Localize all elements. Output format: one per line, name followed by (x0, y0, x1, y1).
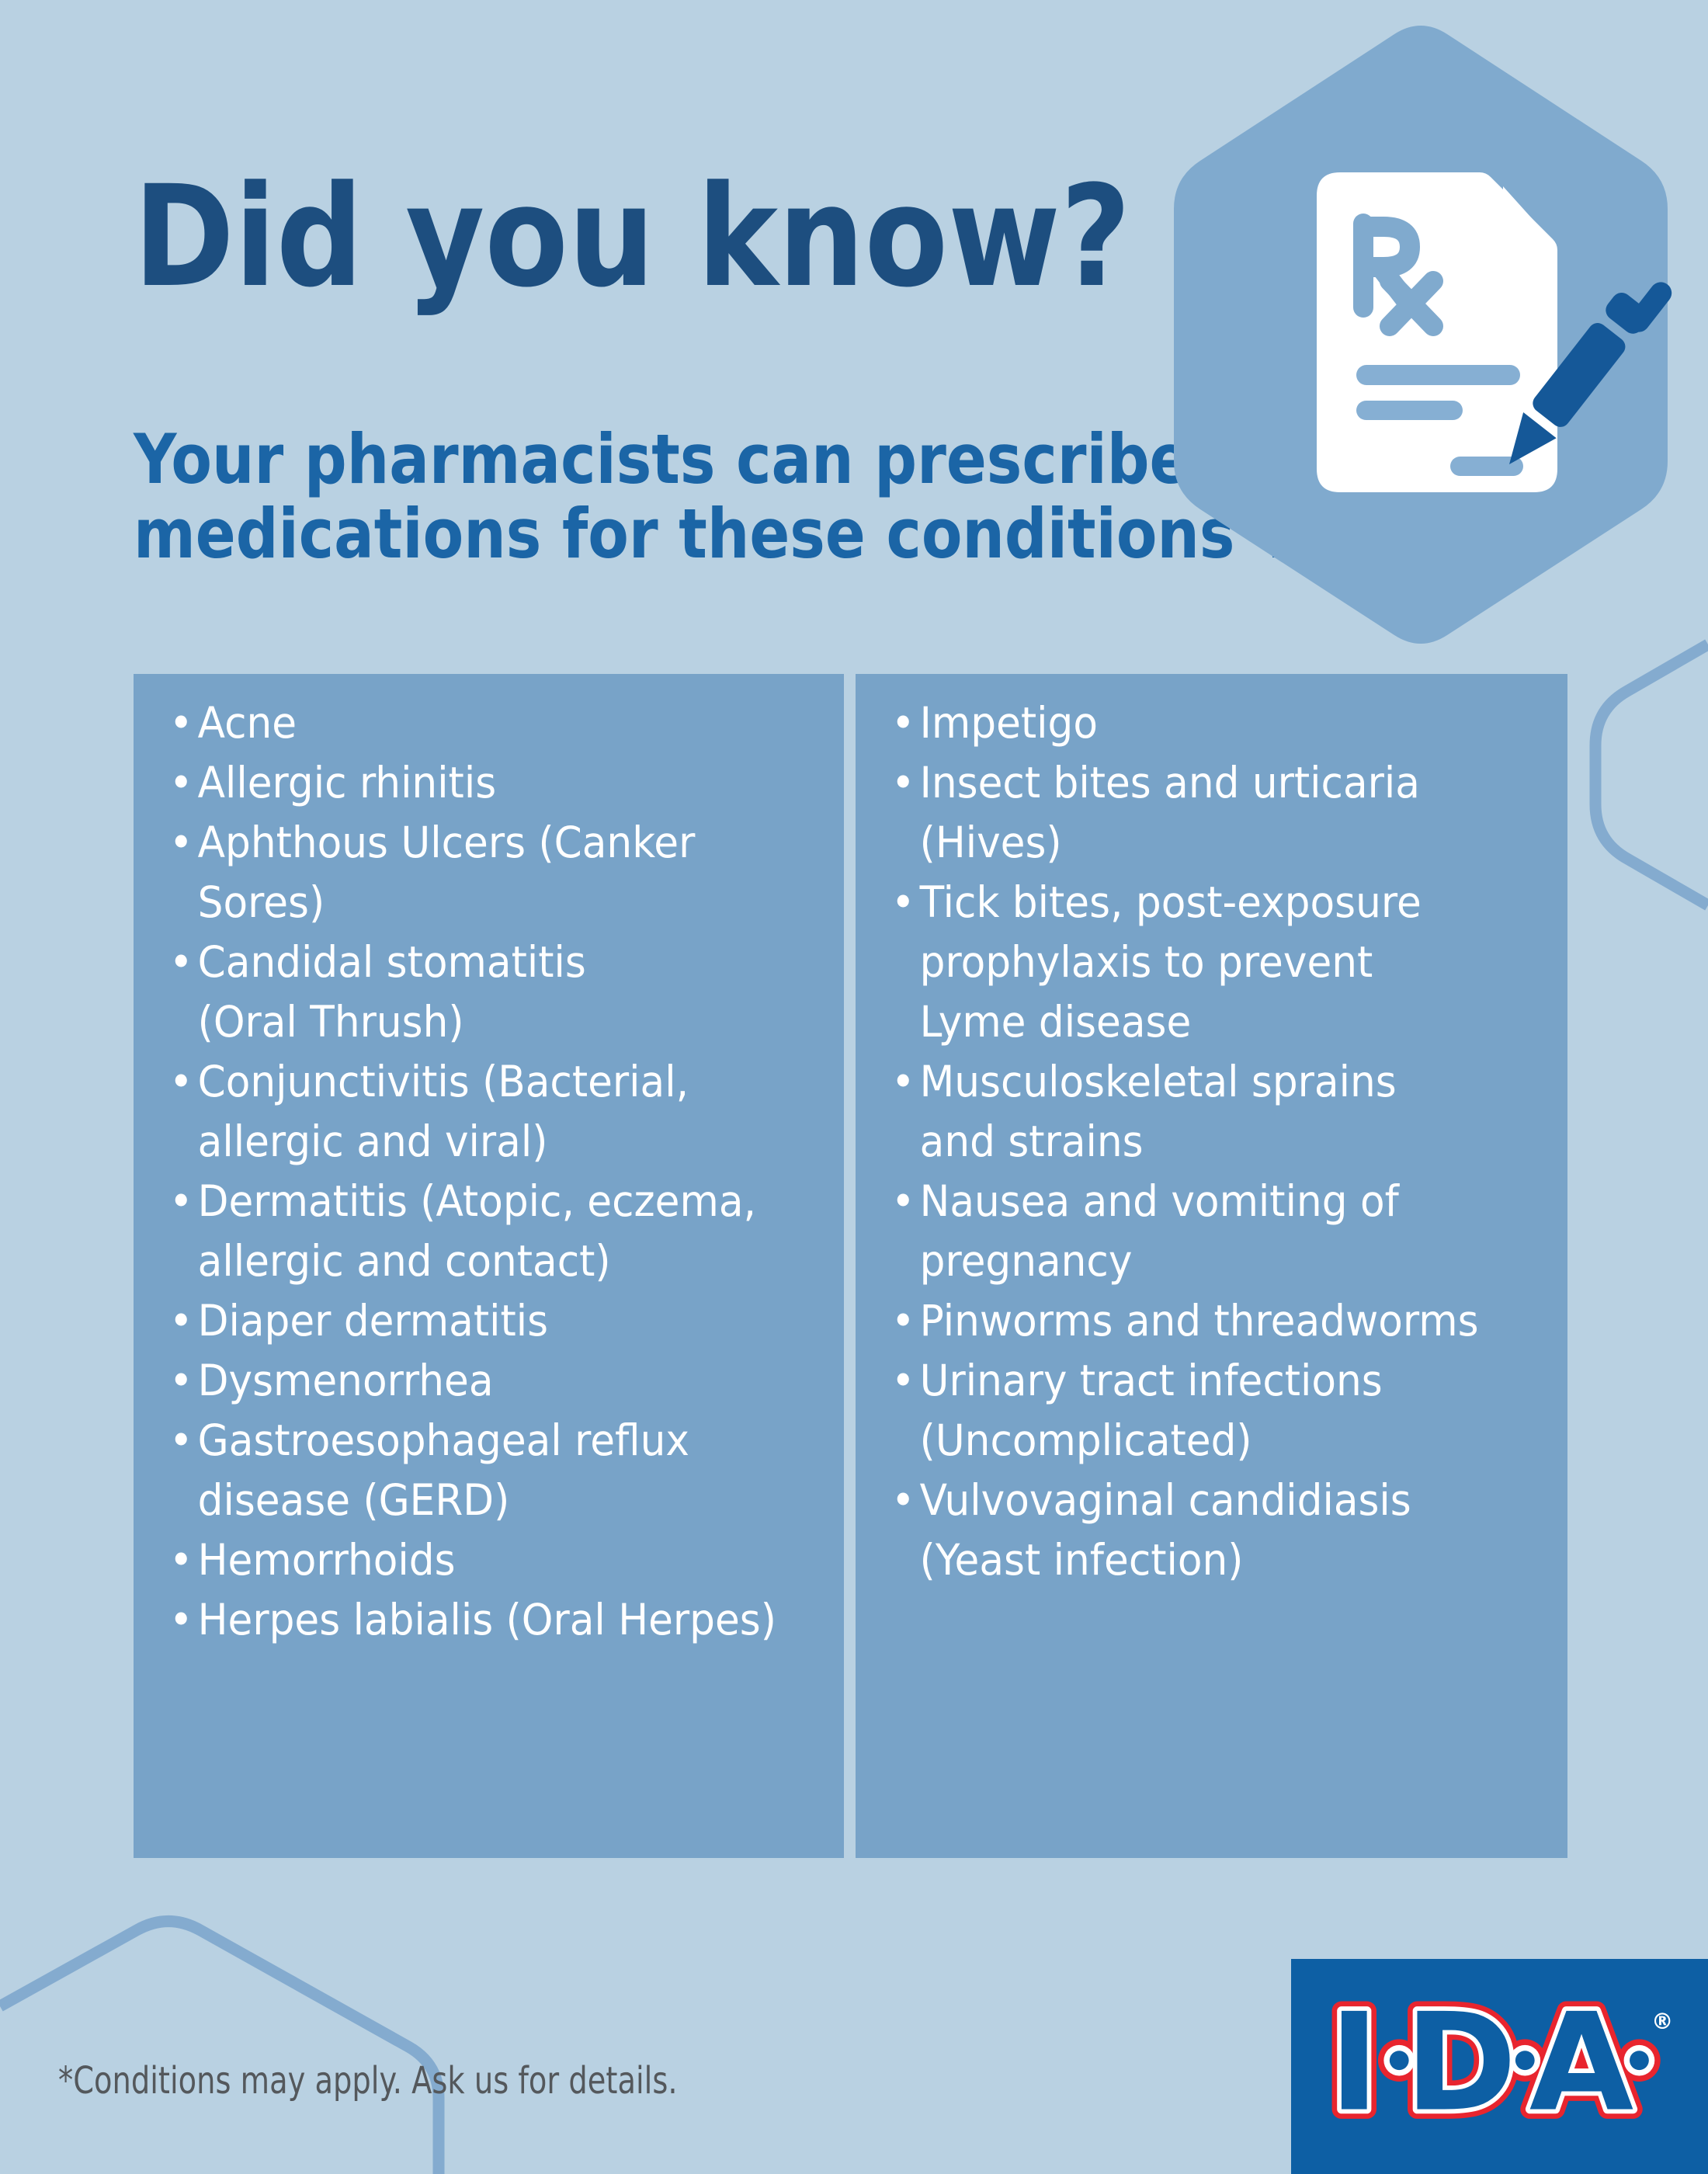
document-text-lines (1356, 365, 1523, 476)
condition-item: Conjunctivitis (Bacterial, allergic and … (169, 1052, 826, 1172)
document-fold-icon (1503, 186, 1545, 233)
condition-item: Pinworms and threadworms (891, 1291, 1548, 1351)
condition-item: Herpes labialis (Oral Herpes) (169, 1590, 826, 1650)
ida-letter-a-white: A (1529, 1985, 1633, 2141)
condition-item: Dysmenorrhea (169, 1351, 826, 1411)
footnote: *Conditions may apply. Ask us for detail… (58, 2059, 678, 2103)
condition-item: Nausea and vomiting of pregnancy (891, 1172, 1548, 1291)
condition-item: Dermatitis (Atopic, eczema, allergic and… (169, 1172, 826, 1291)
condition-item: Insect bites and urticaria (Hives) (891, 753, 1548, 873)
condition-item: Impetigo (891, 693, 1548, 753)
ida-logo: I D A I D A I D A ® (1320, 1974, 1674, 2151)
condition-item: Acne (169, 693, 826, 753)
condition-item: Allergic rhinitis (169, 753, 826, 813)
ida-dot-blue (1630, 2051, 1649, 2071)
conditions-panel-right: Impetigo Insect bites and urticaria (Hiv… (856, 674, 1567, 1858)
condition-item: Hemorrhoids (169, 1530, 826, 1590)
rx-hexagon-badge (1174, 26, 1672, 644)
ida-letter-d-white: D (1405, 1985, 1517, 2141)
ida-dot-blue (1389, 2051, 1409, 2071)
hexagon-outline-bottom-left-icon (0, 1915, 445, 2174)
conditions-panel-left: Acne Allergic rhinitis Aphthous Ulcers (… (134, 674, 844, 1858)
ida-letter-i-outline: I (1329, 1985, 1380, 2141)
hexagon-outline-right-icon (1589, 639, 1708, 911)
ida-letter-i-white: I (1329, 1985, 1380, 2141)
rx-symbol-icon (1353, 214, 1443, 336)
page-title: Did you know? (134, 156, 1131, 318)
ida-logo-block: I D A I D A I D A ® (1291, 1959, 1708, 2174)
ida-letter-d: D (1405, 1985, 1517, 2141)
condition-item: Urinary tract infections (Uncomplicated) (891, 1351, 1548, 1471)
registered-trademark-icon: ® (1651, 2009, 1673, 2034)
condition-item: Aphthous Ulcers (Canker Sores) (169, 813, 826, 932)
condition-item: Musculoskeletal sprains and strains (891, 1052, 1548, 1172)
ida-letter-i: I (1329, 1985, 1380, 2141)
condition-item: Tick bites, post-exposure prophylaxis to… (891, 873, 1548, 1052)
condition-item: Vulvovaginal candidiasis (Yeast infectio… (891, 1471, 1548, 1590)
ida-dot-blue (1515, 2051, 1535, 2071)
condition-item: Candidal stomatitis (Oral Thrush) (169, 932, 826, 1052)
conditions-list-right: Impetigo Insect bites and urticaria (Hiv… (891, 693, 1548, 1590)
condition-item: Diaper dermatitis (169, 1291, 826, 1351)
pen-icon (1509, 282, 1672, 464)
condition-item: Gastroesophageal reflux disease (GERD) (169, 1411, 826, 1530)
prescription-document-icon (1317, 172, 1557, 492)
ida-letter-a: A (1529, 1985, 1633, 2141)
page-subtitle: Your pharmacists can prescribe medicatio… (134, 419, 1290, 574)
conditions-list-left: Acne Allergic rhinitis Aphthous Ulcers (… (169, 693, 826, 1650)
